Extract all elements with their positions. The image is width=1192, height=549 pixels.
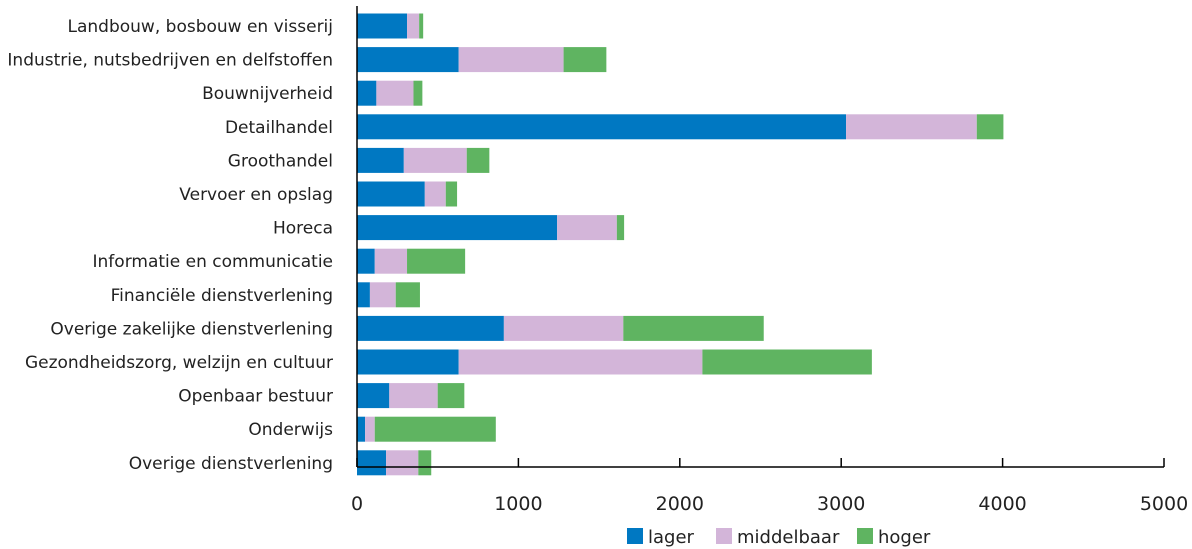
category-label: Onderwijs: [248, 420, 333, 440]
bar-middelbaar-4: [403, 147, 467, 173]
bar-hoger-12: [374, 416, 496, 442]
category-label: Detailhandel: [225, 118, 333, 138]
x-tick-label: 5000: [1140, 493, 1188, 515]
x-tick-label: 2000: [656, 493, 704, 515]
legend-label-lager: lager: [648, 527, 695, 548]
category-labels: Landbouw, bosbouw en visserij Industrie, …: [7, 17, 333, 474]
bar-middelbaar-13: [386, 450, 419, 476]
x-tick-label: 4000: [978, 493, 1026, 515]
x-tick-label: 3000: [817, 493, 865, 515]
bar-lager-1: [357, 47, 459, 73]
bar-hoger-7: [407, 248, 466, 274]
x-axis-ticks: 0 1000 2000 3000 4000 5000: [351, 458, 1188, 515]
bar-hoger-8: [395, 282, 420, 308]
bar-hoger-13: [418, 450, 432, 476]
bar-lager-13: [357, 450, 387, 476]
bar-hoger-10: [702, 349, 872, 375]
legend: lager middelbaar hoger: [627, 527, 931, 548]
bar-hoger-3: [976, 114, 1004, 140]
bar-hoger-1: [563, 47, 607, 73]
bar-lager-5: [357, 181, 425, 207]
bar-lager-10: [357, 349, 459, 375]
bar-lager-8: [357, 282, 370, 308]
axes: [356, 6, 1164, 468]
category-label: Industrie, nutsbedrijven en delfstoffen: [7, 51, 333, 71]
bar-lager-3: [357, 114, 847, 140]
legend-swatch-middelbaar: [716, 528, 732, 544]
category-label: Overige dienstverlening: [129, 454, 333, 474]
legend-label-hoger: hoger: [878, 527, 931, 548]
bar-middelbaar-0: [407, 13, 420, 39]
bar-middelbaar-11: [389, 383, 438, 409]
bar-middelbaar-5: [424, 181, 446, 207]
bar-middelbaar-10: [458, 349, 703, 375]
legend-label-middelbaar: middelbaar: [737, 527, 840, 548]
bar-hoger-6: [616, 215, 625, 241]
category-label: Overige zakelijke dienstverlening: [50, 319, 333, 339]
bar-lager-2: [357, 80, 377, 106]
bar-lager-6: [357, 215, 558, 241]
bars-layer: [357, 13, 1004, 476]
bar-lager-12: [357, 416, 366, 442]
x-tick-label: 0: [351, 493, 363, 515]
bar-middelbaar-9: [503, 315, 624, 341]
bar-lager-4: [357, 147, 404, 173]
bar-lager-0: [357, 13, 408, 39]
bar-hoger-9: [623, 315, 764, 341]
bar-lager-7: [357, 248, 375, 274]
category-label: Informatie en communicatie: [93, 252, 333, 272]
category-label: Financiële dienstverlening: [111, 286, 333, 306]
legend-swatch-hoger: [857, 528, 873, 544]
category-label: Vervoer en opslag: [179, 185, 333, 205]
bar-middelbaar-12: [365, 416, 375, 442]
bar-hoger-2: [413, 80, 423, 106]
bar-middelbaar-3: [846, 114, 977, 140]
bar-hoger-11: [437, 383, 465, 409]
category-label: Groothandel: [228, 151, 333, 171]
x-tick-label: 1000: [494, 493, 542, 515]
bar-middelbaar-7: [374, 248, 408, 274]
bar-middelbaar-8: [369, 282, 396, 308]
bar-hoger-4: [466, 147, 490, 173]
bar-middelbaar-1: [458, 47, 564, 73]
bar-middelbaar-2: [376, 80, 414, 106]
legend-swatch-lager: [627, 528, 643, 544]
category-label: Bouwnijverheid: [202, 84, 333, 104]
bar-lager-11: [357, 383, 390, 409]
bar-middelbaar-6: [557, 215, 617, 241]
category-label: Landbouw, bosbouw en visserij: [68, 17, 333, 37]
bar-hoger-0: [419, 13, 424, 39]
category-label: Openbaar bestuur: [178, 387, 333, 407]
bar-lager-9: [357, 315, 504, 341]
category-label: Gezondheidszorg, welzijn en cultuur: [25, 353, 333, 373]
category-label: Horeca: [273, 219, 333, 239]
bar-hoger-5: [445, 181, 458, 207]
